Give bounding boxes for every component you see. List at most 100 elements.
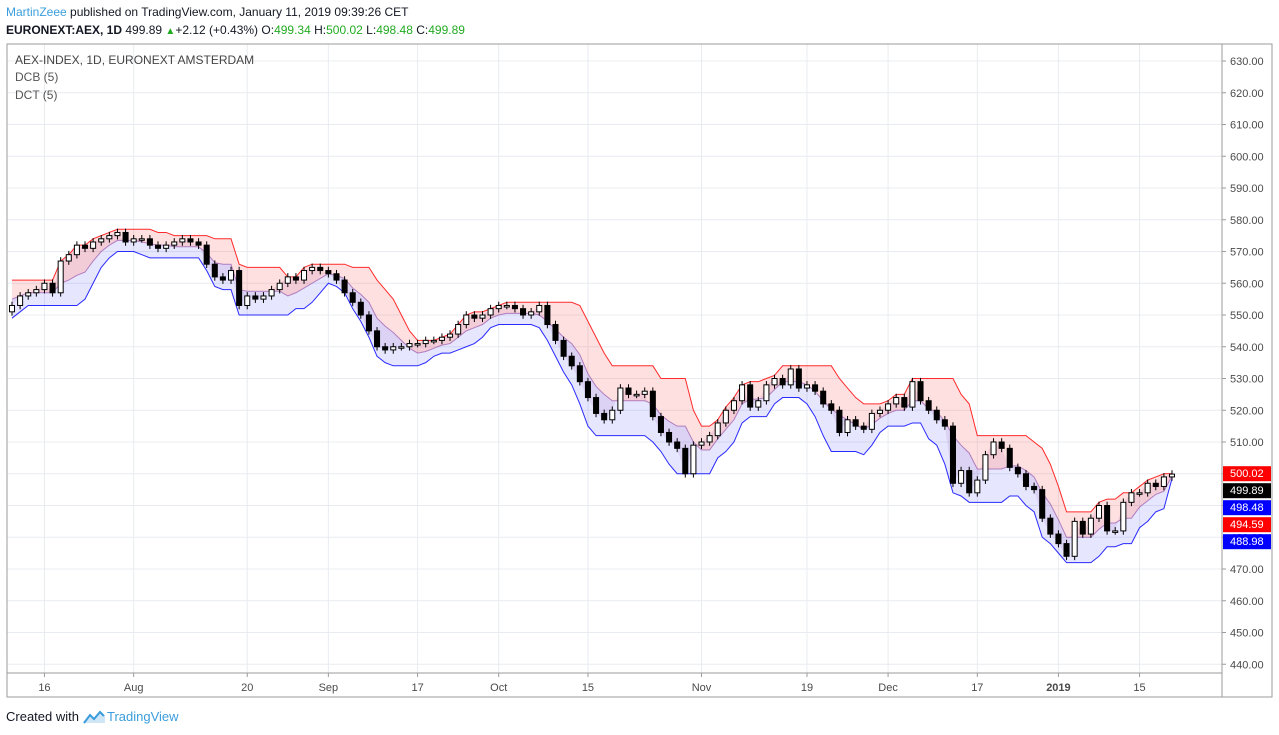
candle-body — [25, 292, 32, 297]
candle-body — [593, 397, 600, 414]
candle-body — [649, 390, 656, 418]
candle-body — [236, 270, 243, 306]
time-tick-label: Oct — [490, 682, 507, 694]
candle-body — [292, 276, 299, 281]
candle-body — [171, 241, 178, 246]
candle-body — [1120, 501, 1127, 532]
price-tag-box — [1223, 534, 1271, 550]
candle — [163, 241, 170, 253]
candle — [1079, 517, 1086, 538]
price-tag-label: 488.98 — [1230, 536, 1264, 548]
legend-dcb[interactable]: DCB (5) — [15, 70, 59, 84]
candle-body — [1168, 473, 1176, 478]
candle-body — [1160, 476, 1167, 487]
candle — [1055, 530, 1062, 548]
time-tick-label: 15 — [1133, 682, 1145, 694]
candle — [925, 396, 932, 415]
candle-body — [1047, 517, 1054, 535]
candle — [8, 301, 16, 316]
candle-body — [244, 295, 251, 306]
candle-body — [958, 470, 965, 484]
candle-body — [463, 314, 470, 326]
candle-body — [860, 425, 867, 430]
candle-body — [1104, 505, 1111, 532]
price-tag: 494.59 — [1223, 517, 1271, 533]
candle — [138, 234, 145, 243]
tradingview-link[interactable]: TradingView — [106, 709, 179, 724]
candle-body — [641, 390, 648, 395]
candle-body — [657, 416, 664, 433]
lower-band-line — [11, 251, 1173, 564]
price-tick-label: 540.00 — [1230, 342, 1264, 354]
candle — [949, 422, 956, 488]
candle-body — [739, 384, 746, 402]
price-axis[interactable]: 440.00450.00460.00470.00480.00490.00500.… — [1222, 56, 1264, 671]
candle — [49, 279, 56, 297]
candle — [528, 308, 535, 319]
candle-body — [844, 419, 851, 433]
candle-body — [1095, 505, 1103, 519]
candle-body — [868, 412, 875, 430]
candle — [641, 387, 648, 399]
candle-body — [406, 343, 413, 348]
author-link[interactable]: MartinZeee — [6, 5, 67, 19]
candle — [260, 292, 267, 303]
candle-body — [560, 339, 567, 357]
candle-body — [65, 254, 72, 262]
candle — [471, 311, 478, 322]
price-tick-label: 630.00 — [1230, 56, 1264, 68]
candle-body — [552, 324, 559, 341]
candle-body — [795, 368, 802, 389]
candle-body — [73, 244, 80, 256]
candle — [130, 234, 137, 246]
candle — [98, 234, 105, 246]
candle-body — [382, 346, 389, 351]
candle-body — [1128, 492, 1135, 503]
candle — [41, 279, 48, 294]
candle-body — [33, 289, 40, 294]
candle — [536, 301, 543, 316]
candle — [365, 311, 372, 335]
candle-body — [982, 454, 989, 481]
candle-body — [17, 295, 24, 306]
time-axis[interactable]: 16 Aug 20 Sep 17 Oct 15 Nov 19 Dec 17 2019 15 — [38, 673, 1146, 694]
candle-body — [471, 314, 478, 319]
candle — [1063, 539, 1070, 561]
candle — [682, 444, 689, 478]
triangle-up-icon: ▲ — [165, 26, 176, 37]
candle-body — [666, 431, 673, 443]
legend-dct[interactable]: DCT (5) — [15, 88, 58, 102]
candle — [901, 393, 908, 411]
time-tick-label: 2019 — [1046, 682, 1070, 694]
candle-body — [828, 403, 835, 411]
candle-body — [422, 339, 429, 345]
candle-body — [536, 304, 543, 313]
candle — [438, 333, 445, 345]
price-tick-label: 600.00 — [1230, 151, 1264, 163]
candle-body — [1055, 533, 1062, 545]
candle — [576, 361, 583, 386]
close-label: C: — [416, 23, 429, 37]
candle — [1104, 501, 1111, 535]
price-tick-label: 560.00 — [1230, 278, 1264, 290]
candle — [755, 396, 762, 411]
candle — [154, 241, 162, 253]
candle — [674, 438, 681, 453]
candle-body — [365, 314, 372, 332]
candle-body — [730, 400, 737, 411]
open-value: 499.34 — [274, 23, 311, 37]
candle-body — [625, 387, 632, 395]
candle — [844, 415, 851, 437]
candle-body — [114, 231, 121, 237]
time-tick-label: 19 — [801, 682, 813, 694]
candle-body — [1022, 473, 1030, 487]
candle — [552, 320, 559, 345]
candle-body — [106, 235, 113, 240]
candle — [860, 422, 867, 434]
candle — [114, 228, 121, 240]
candle-body — [998, 441, 1005, 449]
candle — [357, 298, 364, 319]
candle — [195, 238, 202, 249]
candle — [374, 327, 381, 351]
